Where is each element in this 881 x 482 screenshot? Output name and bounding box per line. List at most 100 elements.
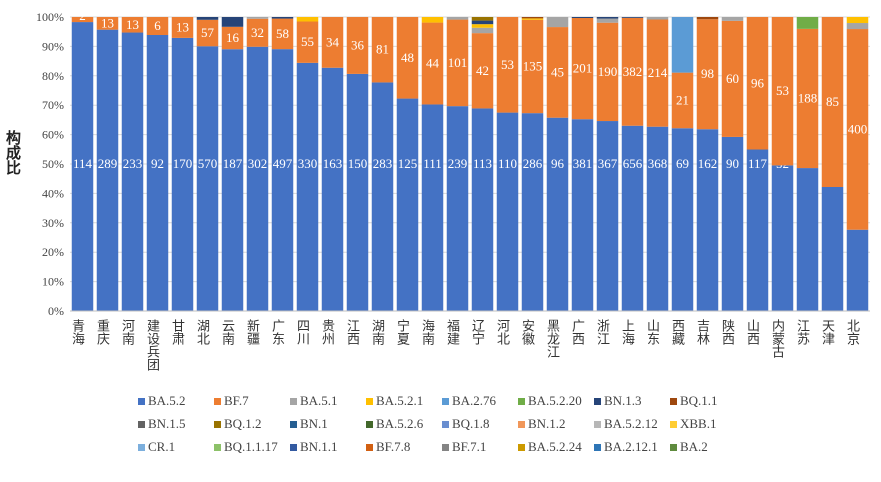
data-label: 69 bbox=[676, 156, 689, 171]
bar-segment-BA.5.2 bbox=[146, 35, 169, 311]
bar-segment-BA.5.1 bbox=[846, 23, 869, 30]
bar-segment-BA.5.2.1 bbox=[471, 24, 494, 28]
legend-label: BN.1.2 bbox=[528, 416, 566, 431]
bar-segment-BF.7 bbox=[171, 17, 194, 38]
legend-label: BA.5.2.12 bbox=[604, 416, 658, 431]
data-label: 233 bbox=[123, 156, 143, 171]
data-label: 330 bbox=[298, 156, 318, 171]
data-label: 48 bbox=[401, 50, 414, 65]
legend-swatch bbox=[290, 443, 297, 451]
bar-segment-BA.5.2 bbox=[221, 49, 244, 311]
legend-item: BN.1 bbox=[290, 416, 366, 432]
y-tick-label: 70% bbox=[42, 98, 64, 112]
bar-segment-BA.5.1 bbox=[646, 17, 669, 20]
legend-label: BN.1.3 bbox=[604, 393, 642, 408]
data-label: 16 bbox=[226, 30, 240, 45]
y-tick-label: 100% bbox=[36, 10, 64, 24]
bar-segment-BF.7 bbox=[146, 17, 169, 35]
data-label: 58 bbox=[276, 26, 289, 41]
x-tick-label: 辽宁 bbox=[469, 319, 485, 345]
bar-segment-BA.5.2 bbox=[446, 106, 469, 312]
bar-segment-BA.5.1 bbox=[446, 17, 469, 20]
data-label: 368 bbox=[648, 156, 668, 171]
legend-item: BQ.1.1 bbox=[670, 393, 746, 409]
data-label: 190 bbox=[598, 64, 618, 79]
x-tick-label: 浙江 bbox=[594, 319, 610, 345]
data-label: 286 bbox=[523, 156, 543, 171]
bar-segment-BA.5.2 bbox=[646, 126, 669, 311]
bar-segment-BF.7 bbox=[621, 17, 644, 126]
data-label: 162 bbox=[698, 156, 718, 171]
x-tick-label: 新疆 bbox=[244, 318, 260, 345]
data-label: 53 bbox=[776, 83, 789, 98]
bar-segment-BA.5.2 bbox=[821, 187, 844, 311]
data-label: 98 bbox=[701, 66, 714, 81]
legend-swatch bbox=[138, 397, 145, 405]
bar-segment-BN.1.3 bbox=[596, 17, 619, 19]
legend-label: BA.5.1 bbox=[300, 393, 338, 408]
bar-segment-BA.5.2.1 bbox=[296, 17, 319, 22]
legend-swatch bbox=[518, 443, 525, 451]
stacked-bar-chart: 0% 10% 20% 30% 40% 50% 60% 70% 80% 90% 100% 114 2 青海 2… bbox=[36, 8, 870, 371]
bar-segment-BA.5.2 bbox=[471, 108, 494, 312]
legend-swatch bbox=[442, 420, 449, 428]
x-tick-label: 湖南 bbox=[369, 319, 385, 345]
data-label: 13 bbox=[126, 17, 139, 32]
data-label: 382 bbox=[623, 64, 643, 79]
data-label: 163 bbox=[323, 156, 343, 171]
data-label: 32 bbox=[251, 25, 264, 40]
bar-segment-BF.7 bbox=[421, 22, 444, 105]
data-label: 201 bbox=[573, 61, 593, 76]
legend-item: BA.5.2.12 bbox=[594, 416, 670, 432]
bar-segment-BA.5.2 bbox=[546, 117, 569, 311]
legend-label: XBB.1 bbox=[680, 416, 717, 431]
bar-segment-BA.5.2.1 bbox=[421, 17, 444, 23]
data-label: 150 bbox=[348, 156, 368, 171]
data-label: 239 bbox=[448, 156, 468, 171]
bar-segment-BA.5.2 bbox=[396, 98, 419, 311]
legend-swatch bbox=[518, 420, 525, 428]
y-tick-label: 10% bbox=[42, 275, 64, 289]
bar-segment-BA.5.1 bbox=[546, 17, 569, 28]
legend-label: BN.1.1 bbox=[300, 439, 338, 454]
bar-segment-BA.5.2 bbox=[596, 121, 619, 312]
y-tick-label: 60% bbox=[42, 128, 64, 142]
bar-segment-BA.5.2 bbox=[96, 29, 119, 311]
x-tick-label: 西藏 bbox=[669, 319, 685, 345]
legend-swatch bbox=[366, 420, 373, 428]
data-label: 367 bbox=[598, 156, 618, 171]
legend-item: BQ.1.1.17 bbox=[214, 439, 290, 455]
legend-swatch bbox=[214, 420, 221, 428]
data-label: 13 bbox=[101, 15, 114, 30]
data-label: 214 bbox=[648, 65, 668, 80]
legend-item: BA.2.76 bbox=[442, 393, 518, 409]
legend-swatch bbox=[442, 443, 449, 451]
bar-segment-BA.5.2 bbox=[321, 67, 344, 311]
legend-label: BN.1 bbox=[300, 416, 328, 431]
legend-label: BF.7.1 bbox=[452, 439, 487, 454]
bar-segment-BF.7 bbox=[321, 17, 344, 68]
bar-segment-BA.5.2 bbox=[746, 149, 769, 311]
x-tick-label: 河北 bbox=[494, 319, 510, 346]
legend-item: BQ.1.2 bbox=[214, 416, 290, 432]
bar-segment-BF.7 bbox=[396, 17, 419, 99]
legend-item: BA.5.2.20 bbox=[518, 393, 594, 409]
bar-segment-BQ.1.1 bbox=[696, 17, 719, 20]
data-label: 110 bbox=[498, 156, 517, 171]
x-tick-label: 福建 bbox=[444, 319, 460, 346]
x-tick-label: 山西 bbox=[744, 319, 760, 345]
legend-label: BQ.1.1.17 bbox=[224, 439, 278, 454]
y-tick-label: 30% bbox=[42, 216, 64, 230]
legend-swatch bbox=[138, 443, 145, 451]
data-label: 117 bbox=[748, 156, 768, 171]
bar-segment-BA.5.2 bbox=[346, 73, 369, 311]
legend-swatch bbox=[442, 397, 449, 405]
legend-label: BN.1.5 bbox=[148, 416, 186, 431]
data-label: 34 bbox=[326, 34, 340, 49]
bar-segment-BF.7 bbox=[196, 19, 219, 47]
data-label: 289 bbox=[98, 156, 118, 171]
bar-segment-BA.5.2 bbox=[671, 128, 694, 311]
bar-segment-BF.7 bbox=[221, 26, 244, 50]
bar-segment-BA.5.2 bbox=[796, 168, 819, 311]
bar-segment-BN.1.3 bbox=[621, 17, 644, 18]
